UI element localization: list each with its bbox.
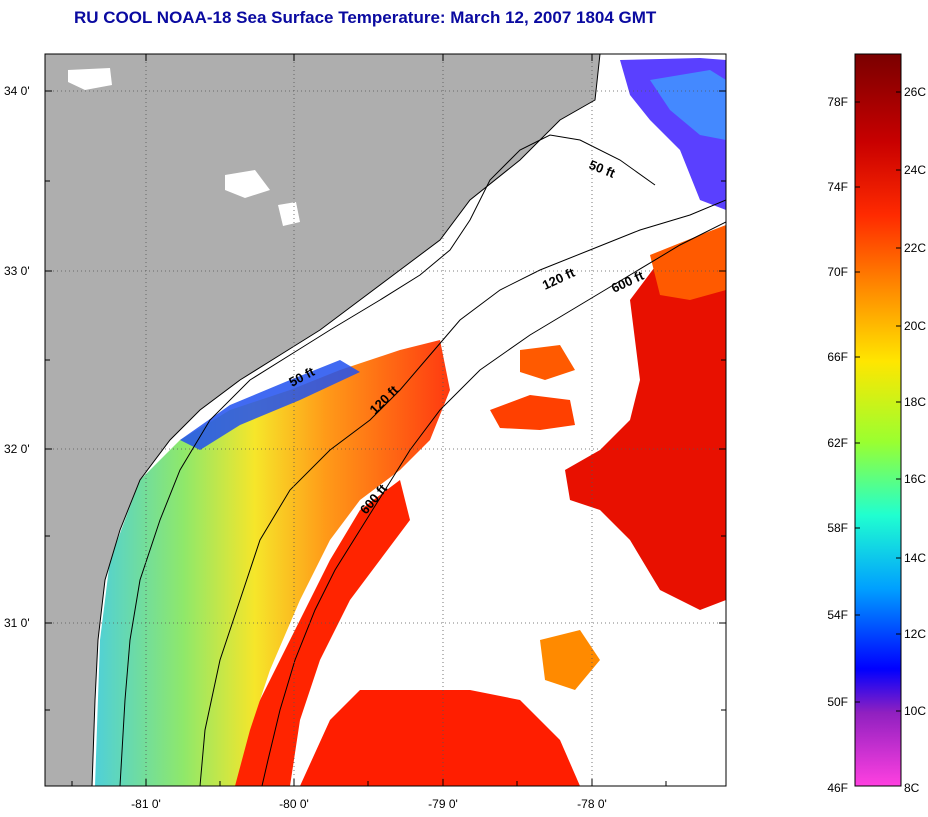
inland-cloud-3 <box>68 68 112 90</box>
lon-label-81: -81 0' <box>131 797 161 811</box>
coastal-water-gradient <box>95 340 450 786</box>
lon-label-79: -79 0' <box>428 797 458 811</box>
colorbar-f-70: 70F <box>827 265 848 279</box>
colorbar-c-20: 20C <box>904 319 926 333</box>
colorbar-gradient <box>854 53 902 787</box>
contour-50ft <box>119 134 656 786</box>
small-patch-south <box>540 630 600 690</box>
lat-label-32: 32 0' <box>4 442 30 456</box>
inland-cloud-1 <box>225 170 270 198</box>
map-title: RU COOL NOAA-18 Sea Surface Temperature:… <box>74 8 657 27</box>
colorbar-c-14: 14C <box>904 551 926 565</box>
lat-label-34: 34 0' <box>4 84 30 98</box>
offshore-warm-patch-east <box>565 230 726 610</box>
colorbar-c-16: 16C <box>904 472 926 486</box>
mid-warm-patch <box>490 395 575 430</box>
axis-ticks <box>45 54 726 786</box>
inland-cloud-2 <box>278 202 300 226</box>
colorbar-f-66: 66F <box>827 350 848 364</box>
gulf-stream-warm-water <box>215 480 410 786</box>
coastline <box>91 54 601 786</box>
colorbar-c-26: 26C <box>904 85 926 99</box>
colorbar-f-46: 46F <box>827 781 848 795</box>
lon-label-80: -80 0' <box>279 797 309 811</box>
colorbar-f-58: 58F <box>827 521 848 535</box>
map-frame <box>44 53 727 787</box>
colorbar-ticks <box>855 91 901 712</box>
land-mass <box>45 54 600 786</box>
colorbar-f-62: 62F <box>827 436 848 450</box>
north-cool-patch-2 <box>650 70 726 140</box>
lat-label-33: 33 0' <box>4 264 30 278</box>
colorbar-f-50: 50F <box>827 695 848 709</box>
colorbar-f-78: 78F <box>827 95 848 109</box>
colorbar-c-10: 10C <box>904 704 926 718</box>
colorbar-f-54: 54F <box>827 608 848 622</box>
colorbar-f-74: 74F <box>827 180 848 194</box>
offshore-warm-patch-north <box>650 225 726 300</box>
contour-600ft <box>261 221 726 786</box>
colorbar-c-18: 18C <box>904 395 926 409</box>
nearshore-cool-band <box>180 360 360 450</box>
contour-120ft <box>199 199 726 786</box>
colorbar-c-8: 8C <box>904 781 920 795</box>
mid-warm-patch-2 <box>520 345 575 380</box>
south-warm-band <box>300 690 580 786</box>
lon-label-78: -78 0' <box>577 797 607 811</box>
graticule <box>45 54 726 786</box>
lat-label-31: 31 0' <box>4 616 30 630</box>
colorbar-c-12: 12C <box>904 627 926 641</box>
colorbar-c-24: 24C <box>904 163 926 177</box>
colorbar-c-22: 22C <box>904 241 926 255</box>
